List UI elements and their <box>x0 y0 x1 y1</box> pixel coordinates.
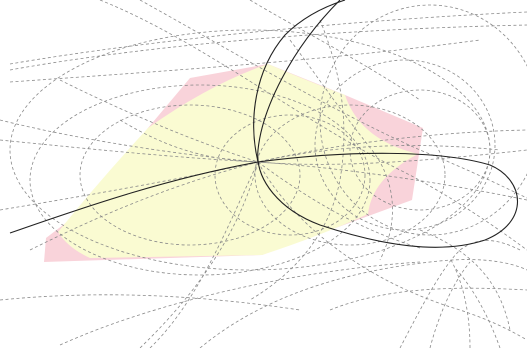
dashed-line-15 <box>119 119 259 163</box>
main-curves <box>9 0 519 248</box>
dashed-line-24 <box>449 257 471 348</box>
dashed-ellipse-7 <box>214 114 366 236</box>
dashed-line-27 <box>0 294 301 311</box>
dashed-ellipse-1 <box>29 84 371 276</box>
dashed-line-20 <box>59 261 421 346</box>
solid-curve-loop <box>9 0 519 248</box>
dashed-line-12 <box>257 161 527 341</box>
dashed-line-9 <box>0 145 501 211</box>
dashed-ellipse-5 <box>349 89 491 211</box>
dashed-line-26 <box>419 229 511 331</box>
dashed-line-5 <box>139 0 527 199</box>
dashed-line-21 <box>329 287 527 311</box>
dashed-line-25 <box>454 267 501 348</box>
dashed-line-14 <box>257 161 421 249</box>
dashed-line-3 <box>9 39 481 83</box>
dashed-line-19 <box>199 259 527 348</box>
dashed-line-1 <box>9 24 527 71</box>
dashed-line-2 <box>9 11 527 65</box>
dashed-ellipse-6 <box>254 104 446 246</box>
solid-curve-arc <box>253 0 346 163</box>
dashed-line-22 <box>399 240 521 348</box>
dashed-line-13 <box>139 161 259 348</box>
dashed-ellipse-4 <box>314 59 496 231</box>
dashed-line-23 <box>429 261 471 348</box>
dashed-line-6 <box>249 0 421 101</box>
dashed-line-7 <box>0 119 527 165</box>
dashed-line-17 <box>289 39 393 261</box>
dashed-ellipse-2 <box>79 104 301 246</box>
dashed-line-16 <box>59 79 259 163</box>
dashed-ellipse-8 <box>319 4 527 236</box>
